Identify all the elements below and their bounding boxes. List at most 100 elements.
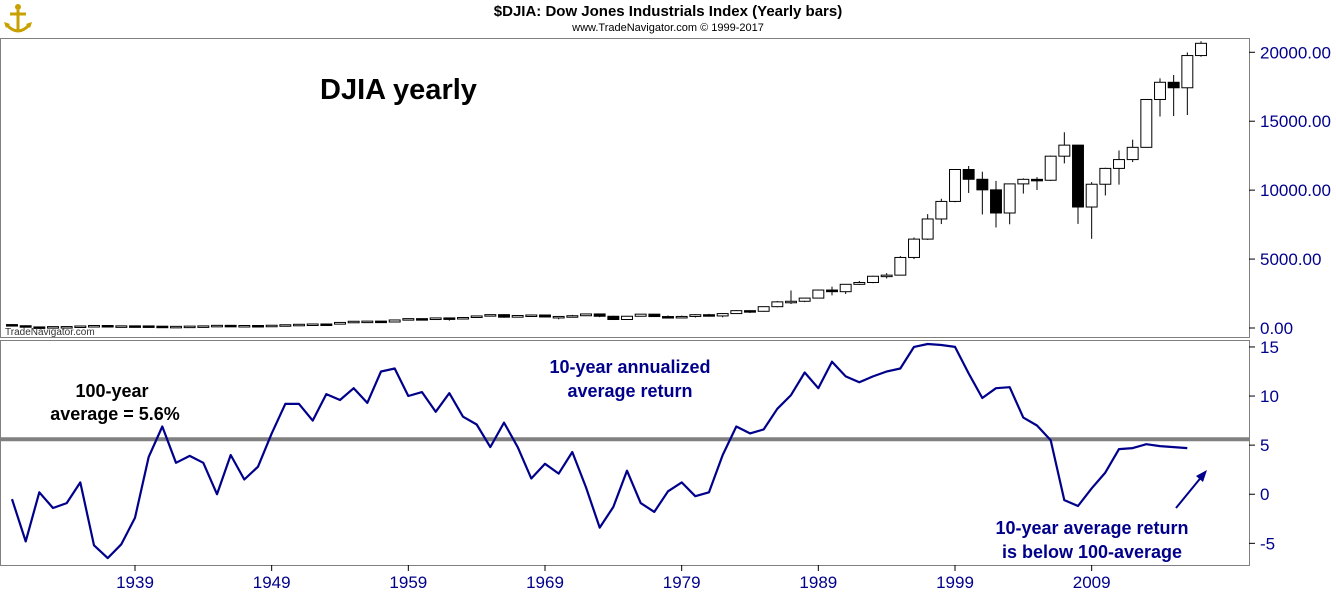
candle-body [279,324,292,327]
candle [580,313,592,317]
x-axis: 1939 1949 1959 1969 1979 1989 1999 2009 [116,565,1111,592]
candle-body [539,314,551,318]
candle [744,310,756,314]
candle-body [142,325,155,328]
price-panel-frame [0,38,1250,338]
candle [375,320,387,324]
candle [1031,177,1043,190]
candle [1099,167,1112,196]
candle-body [853,281,866,285]
return-tick-label: 5 [1260,436,1269,455]
candle-body [484,314,497,317]
candle [142,325,155,328]
return-tick-label: 15 [1260,338,1279,357]
candle-body [880,274,893,278]
return-panel-frame [0,340,1250,566]
candle-body [1140,98,1153,148]
candle-body [908,238,920,258]
candle-body [1113,159,1125,169]
candle-body [757,306,770,312]
copyright-text: www.TradeNavigator.com © 1999-2017 [572,22,764,34]
candle-body [921,218,934,240]
candle [33,326,46,329]
candle-body [74,325,87,329]
candle [156,325,169,329]
candle-body [320,323,333,326]
candle-body [429,317,442,321]
candle-body [416,318,428,321]
candle-body [47,326,59,329]
candle [320,323,333,326]
trade-navigator-logo-icon [4,4,32,33]
candle-body [375,320,387,324]
return-series-line [10,342,1188,560]
candle [662,315,674,319]
candle [703,313,715,317]
candle [101,325,114,328]
candle [265,324,278,328]
candle [88,325,100,328]
candle-body [101,325,114,328]
series-label-line2: average return [567,381,692,401]
candle-body [1181,55,1194,89]
candle-body [1126,146,1139,161]
candle-body [361,320,374,324]
candle-body [812,289,825,299]
candle-body [1099,167,1112,185]
x-tick-label: 1999 [936,573,974,592]
candle-group [6,41,1207,329]
candle [867,275,879,284]
candle [211,324,223,328]
candle-body [1167,81,1180,89]
candle [1167,75,1180,117]
candle [252,325,264,328]
candle [990,180,1002,228]
candle-body [88,325,100,328]
candle-body [867,275,879,283]
avg-label-line1: 100-year [75,381,148,401]
series-label-line1: 10-year annualized [549,357,710,377]
price-tick-label: 15000.00 [1260,112,1331,131]
candle [716,313,729,318]
price-tick-label: 20000.00 [1260,43,1331,62]
candle [306,323,319,326]
candle-body [990,189,1002,214]
candle [498,314,510,318]
candle [402,318,415,321]
candle [1017,178,1030,194]
candle-body [1003,183,1016,214]
candle-body [211,324,223,328]
candle [853,280,866,285]
candle-body [949,168,961,202]
candle-body [580,313,592,317]
candle [129,325,141,328]
candle-body [771,301,784,308]
candle-body [662,316,674,319]
chart-title: $DJIA: Dow Jones Industrials Index (Year… [493,3,843,20]
candle-body [621,315,633,321]
candle [470,315,483,318]
candle [634,313,647,317]
candle [183,325,196,329]
candle-body [703,314,715,317]
candle [771,301,784,308]
candle [621,315,633,321]
candle [1072,144,1084,224]
candle-body [648,313,661,318]
candle [1058,132,1071,164]
candle-body [265,324,278,328]
candle [539,314,551,318]
candle-body [347,320,360,324]
candle [648,313,661,318]
candle-body [566,315,579,318]
candle-body [293,323,305,327]
candle [19,325,32,328]
candle [812,289,825,299]
candle-body [511,315,524,318]
candle [429,317,442,321]
candle [115,325,128,328]
candle [74,325,87,329]
candle-body [156,325,169,329]
candle [1126,139,1139,163]
candle-body [388,319,401,323]
